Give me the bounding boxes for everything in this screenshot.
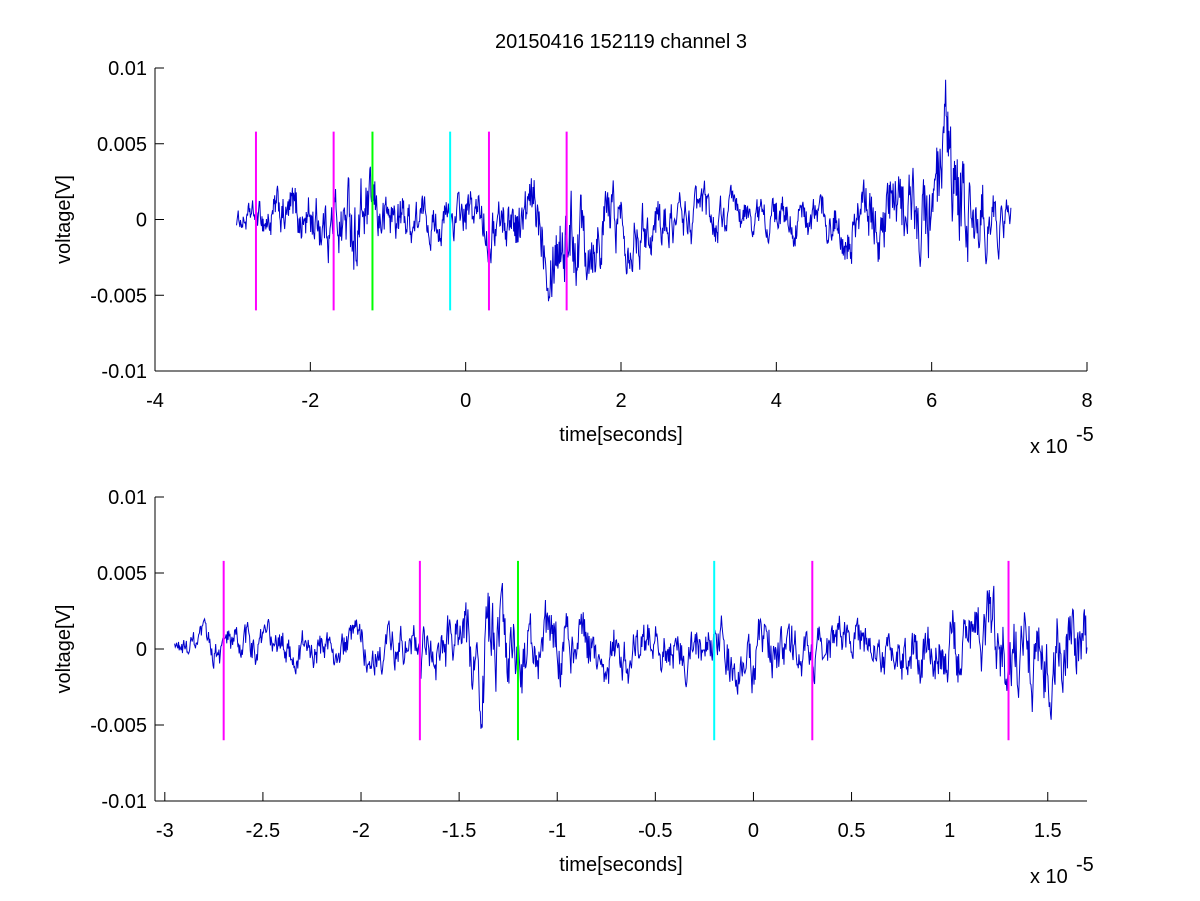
x-tick-label: -2 bbox=[352, 820, 370, 842]
y-tick-label: 0.01 bbox=[108, 487, 147, 509]
y-tick-label: -0.01 bbox=[101, 791, 147, 813]
y-tick-label: -0.005 bbox=[90, 715, 147, 737]
signal-line bbox=[174, 582, 1088, 729]
chart-title: 20150416 152119 channel 3 bbox=[495, 31, 747, 53]
signal-line bbox=[236, 79, 1012, 302]
x-tick-label: -1.5 bbox=[442, 820, 476, 842]
x-tick-label: -2.5 bbox=[246, 820, 280, 842]
y-tick-label: 0 bbox=[136, 639, 147, 661]
x-tick-label: 8 bbox=[1081, 390, 1092, 412]
x-tick-label: 0.5 bbox=[838, 820, 866, 842]
x-axis-label: time[seconds] bbox=[559, 424, 682, 446]
x-tick-label: -2 bbox=[301, 390, 319, 412]
y-axis-label: voltage[V] bbox=[53, 175, 75, 264]
x-tick-label: 1 bbox=[944, 820, 955, 842]
y-tick-label: 0.005 bbox=[97, 563, 147, 585]
x-tick-label: 0 bbox=[748, 820, 759, 842]
x-tick-label: 2 bbox=[615, 390, 626, 412]
x-exponent-label: x 10 bbox=[1030, 866, 1068, 888]
x-tick-label: -0.5 bbox=[638, 820, 672, 842]
y-axis-label: voltage[V] bbox=[53, 605, 75, 694]
y-tick-label: 0 bbox=[136, 210, 147, 232]
x-tick-label: -3 bbox=[156, 820, 174, 842]
x-exponent-power: -5 bbox=[1076, 854, 1094, 876]
y-tick-label: 0.005 bbox=[97, 134, 147, 156]
x-tick-label: -4 bbox=[146, 390, 164, 412]
x-exponent-power: -5 bbox=[1076, 424, 1094, 446]
x-exponent-label: x 10 bbox=[1030, 436, 1068, 458]
y-tick-label: -0.005 bbox=[90, 285, 147, 307]
x-tick-label: 0 bbox=[460, 390, 471, 412]
x-tick-label: 1.5 bbox=[1034, 820, 1062, 842]
x-axis-label: time[seconds] bbox=[559, 854, 682, 876]
x-tick-label: -1 bbox=[548, 820, 566, 842]
x-tick-label: 4 bbox=[771, 390, 782, 412]
y-tick-label: -0.01 bbox=[101, 361, 147, 383]
x-tick-label: 6 bbox=[926, 390, 937, 412]
y-tick-label: 0.01 bbox=[108, 58, 147, 80]
